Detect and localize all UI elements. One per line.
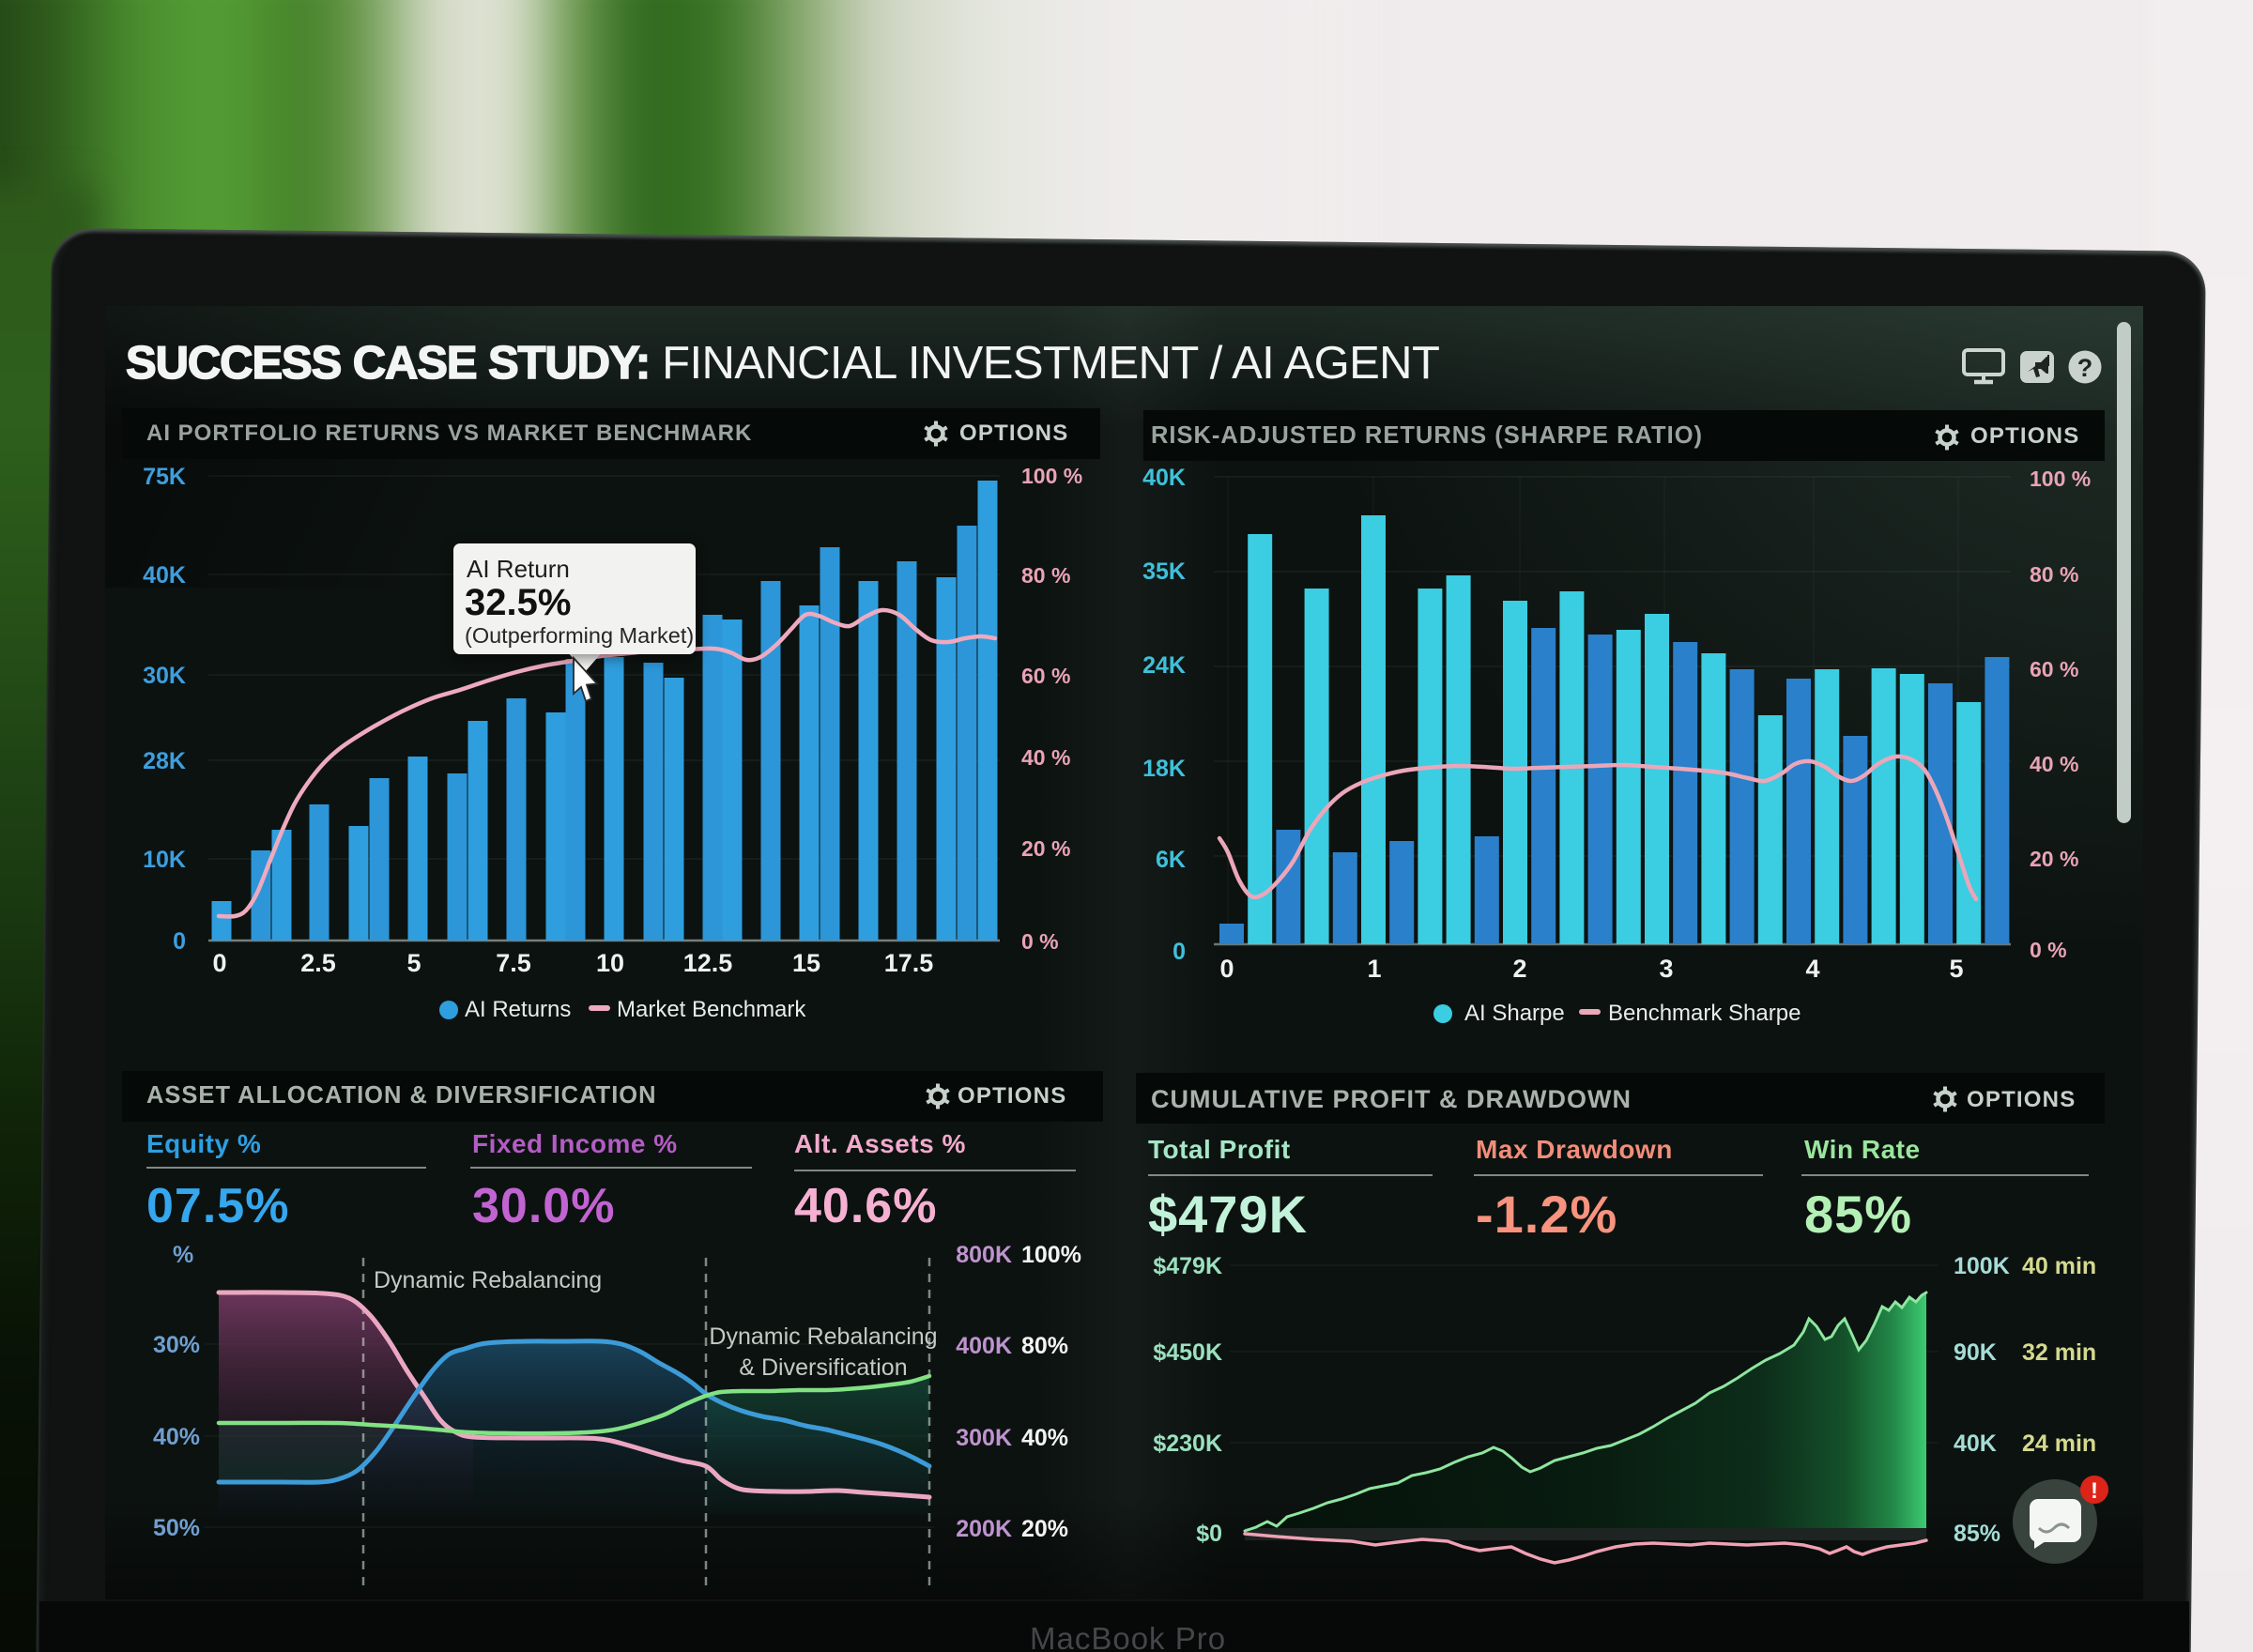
svg-text:!: ! [2091,1478,2098,1504]
svg-text:?: ? [2077,354,2093,382]
